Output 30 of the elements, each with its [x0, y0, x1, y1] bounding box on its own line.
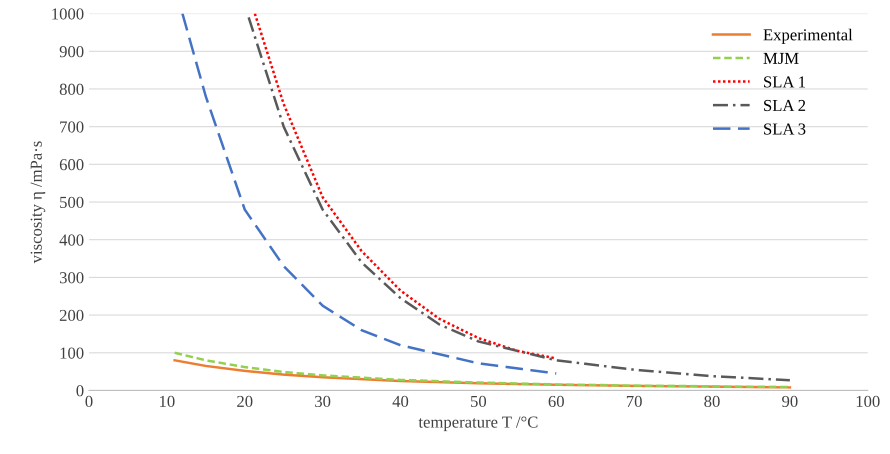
y-tick-label: 200: [60, 310, 84, 322]
y-tick-label: 600: [60, 159, 84, 170]
x-tick-label: 30: [315, 396, 330, 408]
x-tick-label: 70: [626, 396, 642, 408]
x-tick-label: 60: [548, 396, 564, 408]
legend-label: SLA 1: [764, 76, 806, 88]
y-axis-title: viscosity η /mPa·s: [30, 141, 46, 264]
y-tick-label: 100: [60, 347, 84, 359]
y-tick-label: 700: [60, 121, 84, 133]
y-tick-label: 0: [76, 385, 84, 396]
x-tick-label: 80: [704, 396, 720, 408]
legend-label: SLA 3: [764, 123, 806, 135]
y-tick-label: 500: [60, 196, 84, 208]
legend-label: MJM: [763, 52, 799, 64]
legend-label: Experimental: [763, 28, 852, 44]
y-tick-label: 400: [59, 234, 84, 246]
x-tick-label: 10: [160, 396, 175, 408]
x-tick-label: 0: [85, 396, 93, 408]
x-tick-label: 90: [782, 396, 798, 408]
y-tick-label: 800: [60, 84, 84, 95]
y-tick-label: 900: [60, 46, 84, 58]
x-tick-label: 40: [392, 396, 408, 408]
legend-label: SLA 2: [764, 100, 806, 112]
x-tick-label: 50: [471, 396, 486, 408]
line-series: [181, 14, 558, 375]
y-tick-label: 1000: [52, 8, 84, 20]
y-tick-label: 300: [60, 272, 84, 284]
x-axis-title: temperature T /°C: [418, 416, 538, 432]
x-tick-label: 100: [856, 396, 880, 408]
x-tick-label: 20: [237, 396, 252, 408]
